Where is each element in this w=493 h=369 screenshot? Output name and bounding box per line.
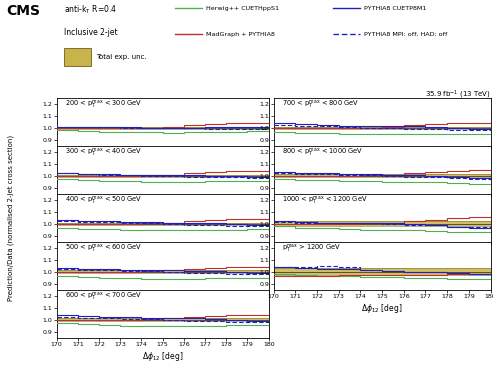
X-axis label: $\Delta\phi_{12}$ [deg]: $\Delta\phi_{12}$ [deg] [361, 301, 403, 315]
Text: 500 < p$_{\rm T}^{\rm max}$ < 600 GeV: 500 < p$_{\rm T}^{\rm max}$ < 600 GeV [65, 243, 142, 255]
Text: Prediction/Data (normalised 2-jet cross section): Prediction/Data (normalised 2-jet cross … [7, 135, 14, 301]
Text: PYTHIA8 CUETP8M1: PYTHIA8 CUETP8M1 [364, 6, 426, 11]
X-axis label: $\Delta\phi_{12}$ [deg]: $\Delta\phi_{12}$ [deg] [142, 349, 183, 363]
Text: 700 < p$_{\rm T}^{\rm max}$ < 800 GeV: 700 < p$_{\rm T}^{\rm max}$ < 800 GeV [282, 99, 359, 111]
Text: anti-k$_{\rm T}$ R=0.4: anti-k$_{\rm T}$ R=0.4 [64, 4, 117, 16]
Text: 35.9 fb$^{-1}$ (13 TeV): 35.9 fb$^{-1}$ (13 TeV) [424, 89, 491, 101]
Text: CMS: CMS [6, 4, 40, 18]
Text: p$_{\rm T}^{\rm max}$ > 1200 GeV: p$_{\rm T}^{\rm max}$ > 1200 GeV [282, 243, 341, 255]
Text: 600 < p$_{\rm T}^{\rm max}$ < 700 GeV: 600 < p$_{\rm T}^{\rm max}$ < 700 GeV [65, 291, 142, 303]
Text: Total exp. unc.: Total exp. unc. [96, 54, 147, 60]
Text: 1000 < p$_{\rm T}^{\rm max}$ < 1200 GeV: 1000 < p$_{\rm T}^{\rm max}$ < 1200 GeV [282, 195, 368, 207]
Text: 800 < p$_{\rm T}^{\rm max}$ < 1000 GeV: 800 < p$_{\rm T}^{\rm max}$ < 1000 GeV [282, 147, 364, 159]
Text: 200 < p$_{\rm T}^{\rm max}$ < 300 GeV: 200 < p$_{\rm T}^{\rm max}$ < 300 GeV [65, 99, 142, 111]
Text: 300 < p$_{\rm T}^{\rm max}$ < 400 GeV: 300 < p$_{\rm T}^{\rm max}$ < 400 GeV [65, 147, 142, 159]
Text: MadGraph + PYTHIA8: MadGraph + PYTHIA8 [206, 32, 275, 37]
Text: PYTHIA8 MPI: off, HAD: off: PYTHIA8 MPI: off, HAD: off [364, 32, 447, 37]
Text: Herwig++ CUETHppS1: Herwig++ CUETHppS1 [206, 6, 279, 11]
Text: Inclusive 2-jet: Inclusive 2-jet [64, 28, 118, 37]
Text: 400 < p$_{\rm T}^{\rm max}$ < 500 GeV: 400 < p$_{\rm T}^{\rm max}$ < 500 GeV [65, 195, 142, 207]
